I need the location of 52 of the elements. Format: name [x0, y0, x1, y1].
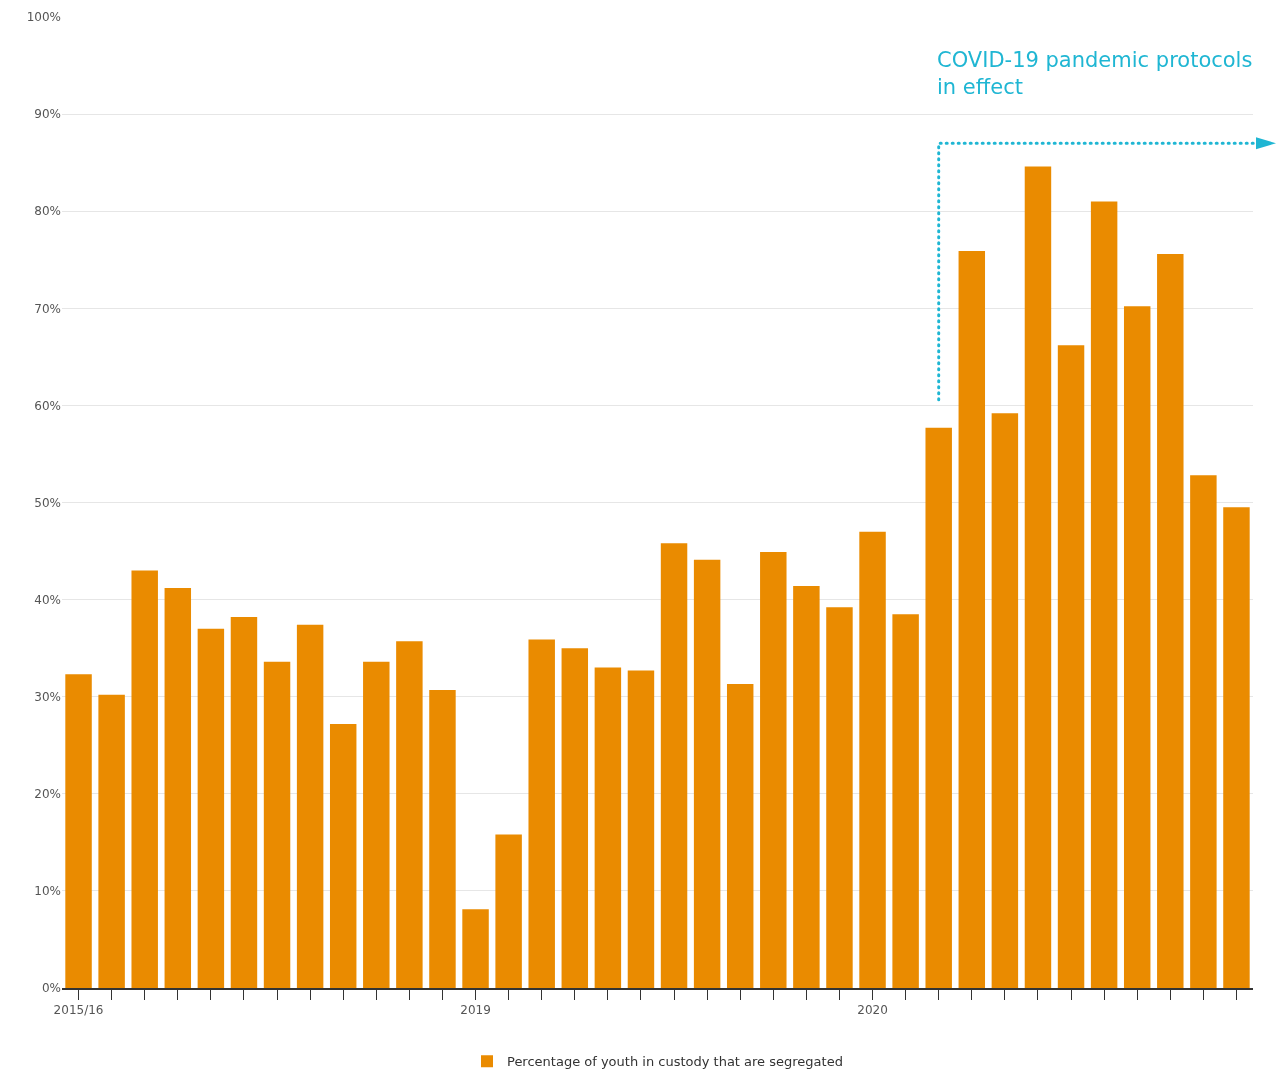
y-tick-label: 90% [34, 107, 61, 122]
bar [726, 684, 754, 988]
bar [396, 641, 423, 988]
bar [98, 694, 125, 988]
bar [462, 909, 489, 988]
bar [594, 667, 622, 988]
y-tick-label: 0% [41, 981, 61, 996]
y-tick-label: 80% [34, 204, 61, 219]
bar [1157, 253, 1184, 988]
bar [561, 648, 589, 988]
ref-line-label: COVID-19 pandemic protocols in effect [937, 48, 1253, 100]
bar [1123, 306, 1151, 988]
bar [760, 552, 787, 988]
bar [296, 624, 324, 988]
bar [230, 617, 258, 988]
bar [329, 723, 357, 988]
bar [991, 413, 1019, 988]
x-tick-label: 2020 [857, 1003, 888, 1018]
bar [528, 639, 555, 988]
bar [892, 614, 919, 988]
bar [1024, 166, 1052, 988]
x-tick-label: 2015/16 [53, 1003, 104, 1018]
bar [1057, 345, 1085, 988]
bar [660, 543, 688, 988]
bar [131, 570, 158, 988]
bar [693, 559, 721, 988]
bar [958, 251, 986, 988]
bar [826, 607, 853, 988]
bar [65, 674, 92, 988]
bar [363, 661, 390, 988]
bar [1090, 201, 1118, 988]
y-tick-label: 60% [34, 398, 61, 413]
y-tick-label: 40% [34, 592, 61, 607]
y-tick-label: 20% [34, 787, 61, 801]
y-tick-label: 30% [34, 689, 61, 704]
bar [793, 586, 820, 988]
bar [495, 834, 522, 988]
bar [263, 661, 291, 988]
bar [627, 670, 655, 988]
y-tick-label: 100% [26, 10, 61, 25]
bar [197, 628, 225, 988]
legend-label: Percentage of youth in custody that are segregated [507, 1054, 843, 1070]
bar [1190, 475, 1217, 988]
bar [429, 689, 456, 988]
bar [164, 587, 192, 988]
x-tick-label: 2019 [460, 1003, 491, 1018]
bar [1223, 507, 1250, 988]
y-tick-label: 50% [34, 495, 61, 510]
y-tick-label: 10% [34, 884, 61, 899]
bar [925, 427, 952, 988]
y-tick-label: 70% [34, 301, 61, 316]
bar [859, 531, 886, 988]
